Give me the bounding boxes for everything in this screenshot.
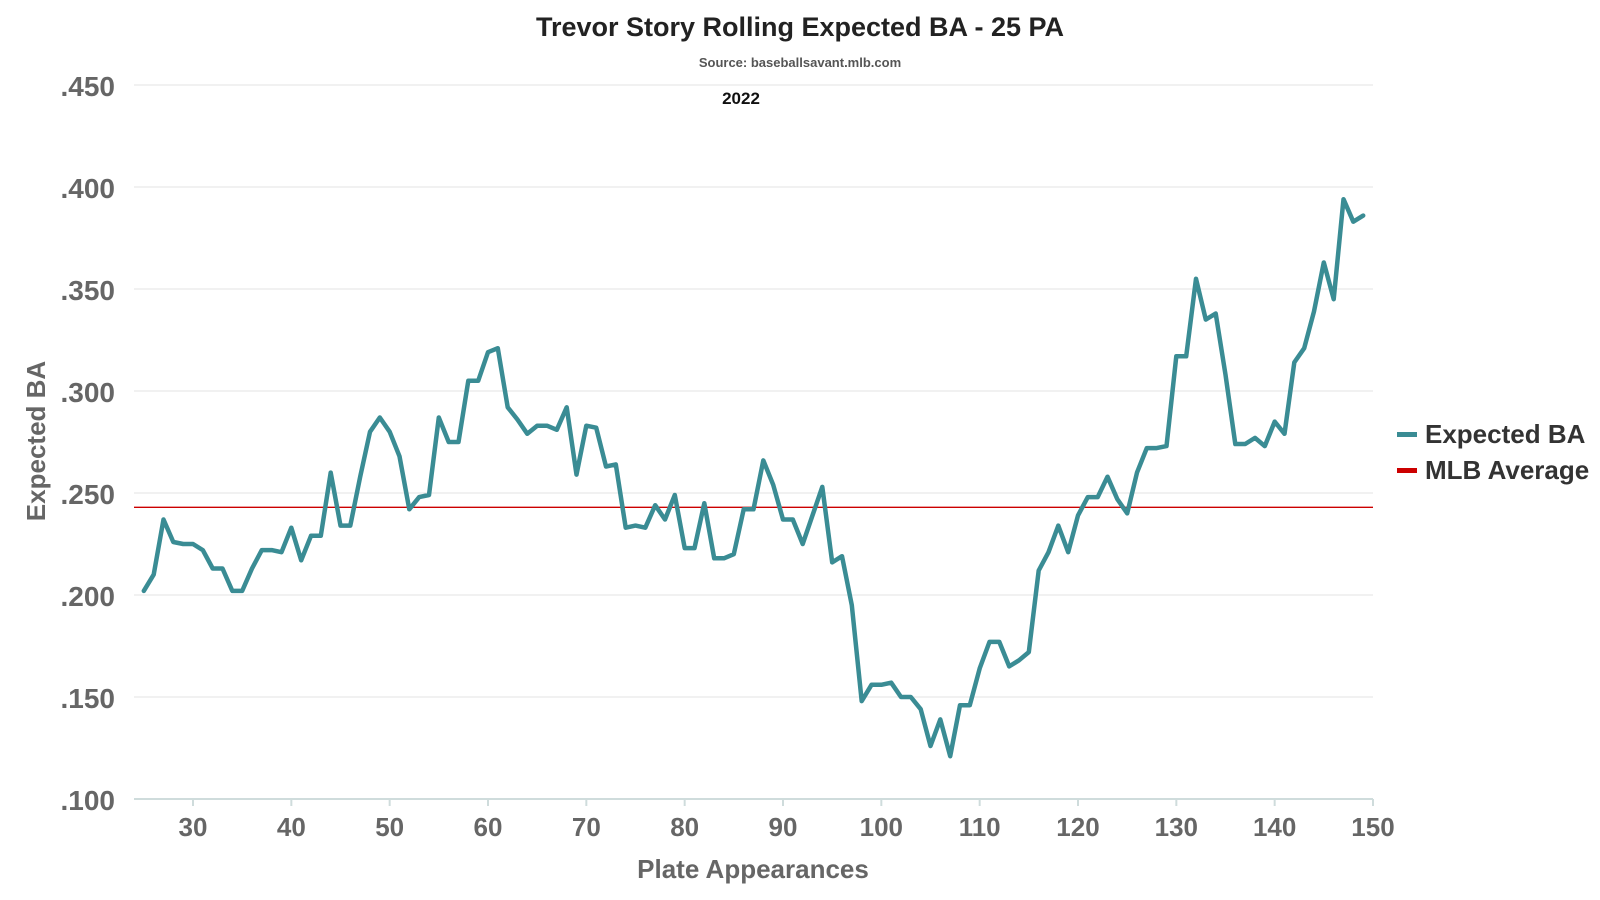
legend-label-expected-ba: Expected BA [1425,419,1586,449]
y-tick-label: .200 [61,581,116,612]
y-tick-label: .150 [61,683,116,714]
x-tick-label: 70 [572,812,601,842]
x-tick-label: 100 [860,812,903,842]
legend-item-mlb-average: MLB Average [1397,455,1589,485]
x-tick-label: 60 [474,812,503,842]
legend-label-mlb-average: MLB Average [1425,455,1589,485]
chart-annotation-year: 2022 [722,89,760,108]
chart-title: Trevor Story Rolling Expected BA - 25 PA [536,12,1064,42]
x-tick-label: 90 [769,812,798,842]
y-tick-label: .300 [61,377,116,408]
x-tick-label: 40 [277,812,306,842]
y-tick-label: .350 [61,275,116,306]
x-tick-label: 140 [1253,812,1296,842]
y-tick-label: .450 [61,71,116,102]
x-axis-label: Plate Appearances [637,854,869,884]
x-tick-label: 130 [1155,812,1198,842]
x-tick-label: 120 [1056,812,1099,842]
y-axis-label: Expected BA [21,361,51,522]
grid [134,84,1373,698]
y-tick-label: .400 [61,173,116,204]
chart-subtitle: Source: baseballsavant.mlb.com [699,55,901,70]
x-tick-label: 80 [670,812,699,842]
legend: Expected BA MLB Average [1397,419,1589,485]
y-tick-label: .100 [61,785,116,816]
x-tick-label: 110 [959,812,1001,842]
series-layer [134,196,1373,759]
y-tick-label: .250 [61,479,116,510]
x-tick-label: 50 [375,812,404,842]
legend-swatch-mlb-average [1397,468,1417,473]
x-tick-label: 30 [179,812,208,842]
legend-item-expected-ba: Expected BA [1397,419,1586,449]
legend-swatch-expected-ba [1397,432,1417,437]
series-line-expected-ba [141,196,1366,759]
x-tick-label: 150 [1351,812,1394,842]
axes: .100 .150 .200 .250 .300 .350 .400 .450 30 40 50 60… [61,71,1395,842]
